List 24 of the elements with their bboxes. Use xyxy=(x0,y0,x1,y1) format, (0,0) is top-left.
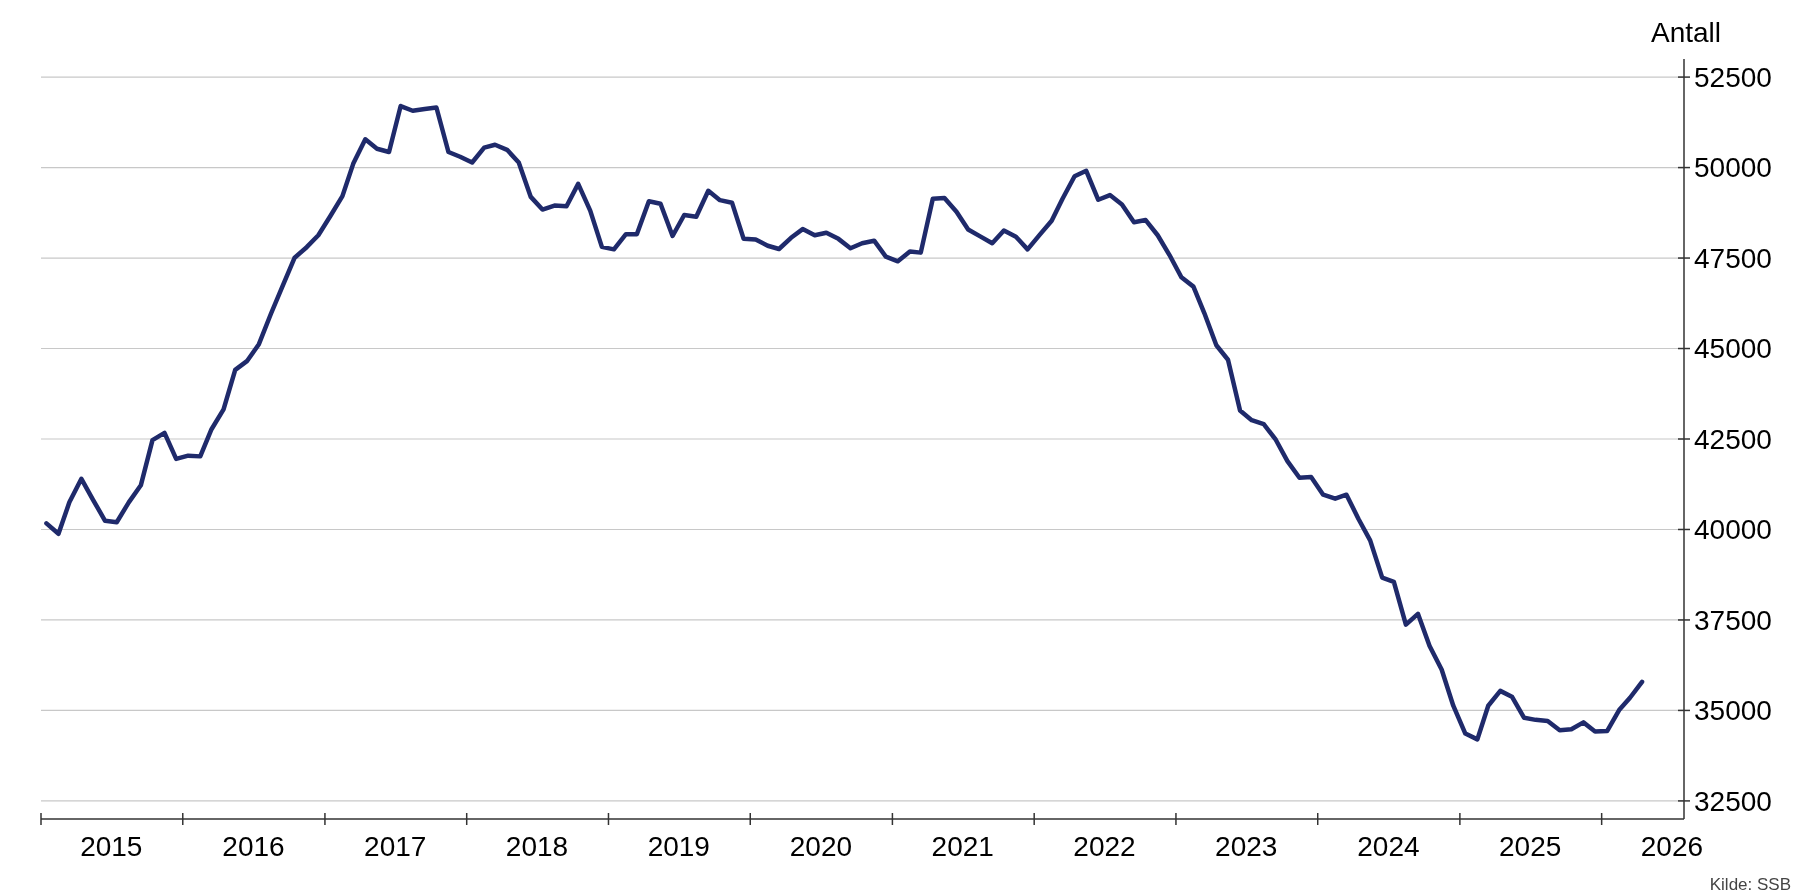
x-tick-label: 2025 xyxy=(1499,831,1562,862)
y-tick-label: 52500 xyxy=(1694,61,1772,93)
y-tick-label: 40000 xyxy=(1694,514,1772,546)
y-tick-label: 42500 xyxy=(1694,423,1772,455)
x-tick-label: 2017 xyxy=(364,831,427,862)
x-tick-label: 2026 xyxy=(1640,831,1704,862)
y-tick-label: 35000 xyxy=(1694,695,1772,727)
x-tick-label: 2024 xyxy=(1357,831,1420,862)
y-tick-label: 32500 xyxy=(1694,785,1772,817)
y-tick-label: 45000 xyxy=(1694,333,1772,365)
y-tick-label: 50000 xyxy=(1694,152,1772,184)
x-tick-label: 2015 xyxy=(80,831,143,862)
x-tick-label: 2022 xyxy=(1073,831,1136,862)
x-tick-label: 2019 xyxy=(647,831,710,862)
line-series xyxy=(44,103,1645,742)
x-tick-label: 2018 xyxy=(505,831,569,862)
x-tick-label: 2021 xyxy=(931,831,994,862)
y-axis-title: Antall xyxy=(1650,17,1722,48)
x-tick-label: 2023 xyxy=(1215,831,1278,862)
y-tick-label: 47500 xyxy=(1694,242,1772,274)
x-tick-label: 2020 xyxy=(789,831,853,862)
text: Kilde: SSB xyxy=(1709,875,1791,894)
y-tick-label: 37500 xyxy=(1694,604,1772,636)
x-tick-label: 2016 xyxy=(222,831,285,862)
